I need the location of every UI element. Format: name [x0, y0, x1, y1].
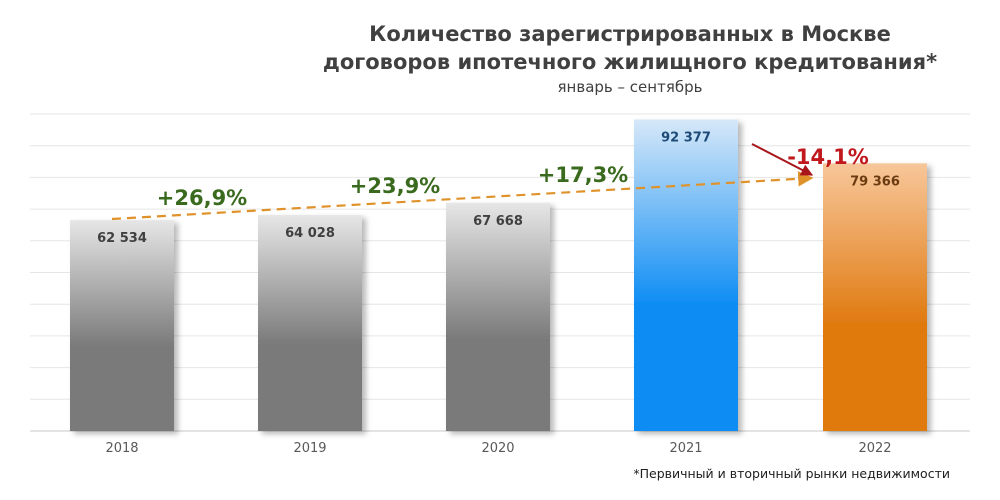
- trend-arrow: [111, 171, 814, 221]
- footnote: *Первичный и вторичный рынки недвижимост…: [633, 466, 950, 481]
- annotation-growth-2020: +17,3%: [538, 163, 628, 187]
- x-tick-label-2019: 2019: [293, 441, 326, 456]
- bars: [70, 119, 927, 432]
- bar-2018: [70, 220, 174, 431]
- decline-arrow: [751, 143, 814, 176]
- value-label-2019: 64 028: [285, 226, 335, 241]
- x-axis: 2018 2019 2020 2021 2022: [105, 441, 891, 456]
- bar-2021: [634, 119, 738, 432]
- chart-title-line-1: Количество зарегистрированных в Москве: [369, 22, 891, 46]
- bar-2020: [446, 202, 550, 431]
- chart-subtitle: январь – сентябрь: [557, 78, 703, 96]
- x-tick-label-2018: 2018: [105, 441, 138, 456]
- x-tick-label-2021: 2021: [669, 441, 702, 456]
- x-tick-label-2022: 2022: [858, 441, 891, 456]
- annotation-decline-2022: -14,1%: [787, 145, 869, 169]
- annotation-growth-2019: +23,9%: [350, 174, 440, 198]
- bar-2022: [823, 163, 927, 431]
- value-label-2021: 92 377: [661, 130, 711, 145]
- x-tick-label-2020: 2020: [481, 441, 514, 456]
- chart-title-line-2: договоров ипотечного жилищного кредитова…: [322, 50, 938, 74]
- value-label-2020: 67 668: [473, 214, 523, 229]
- value-label-2018: 62 534: [97, 231, 147, 246]
- value-label-2022: 79 366: [850, 174, 900, 189]
- bar-2019: [258, 215, 362, 431]
- annotations: +26,9% +23,9% +17,3% -14,1%: [111, 143, 869, 221]
- value-labels: 62 534 64 028 67 668 92 377 79 366: [97, 130, 900, 246]
- annotation-growth-2018: +26,9%: [157, 186, 247, 210]
